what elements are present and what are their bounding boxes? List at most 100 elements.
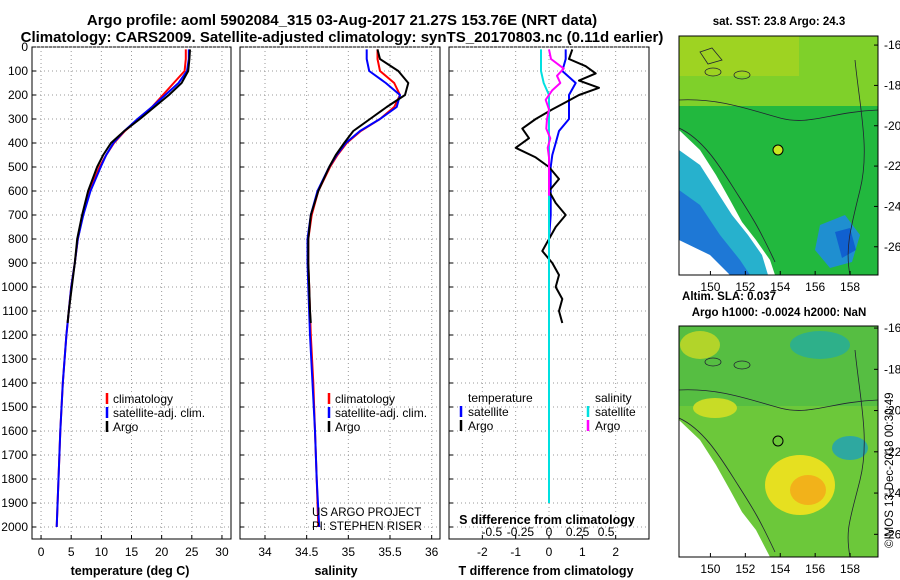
sst-land-south: [679, 240, 730, 275]
sla-reef-contour: [679, 389, 878, 411]
depth-tick-label: 1200: [1, 328, 28, 342]
depth-tick-label: 600: [8, 184, 28, 198]
temperature-panel-frame: [31, 46, 232, 540]
depth-tick-label: 400: [8, 136, 28, 150]
lat-tick-label: -26: [884, 527, 900, 541]
sst-reef-3: [699, 47, 723, 65]
lon-tick-label: 158: [840, 280, 860, 294]
x-tick-label: 5: [68, 545, 75, 559]
series-satellite-adj-clim-: [306, 49, 401, 528]
sst-map-axes: -16 -18 -20 -22 -24 -26 150 152 154 156 158: [700, 38, 900, 294]
depth-tick-label: 1800: [1, 472, 28, 486]
lat-tick-label: -22: [884, 159, 900, 173]
lon-tick-label: 154: [770, 280, 790, 294]
legend-t-argo: Argo: [468, 419, 494, 433]
series-climatology: [307, 49, 401, 528]
sst-map-frame: [678, 35, 879, 276]
sla-map-axes: -16 -18 -20 -22 -24 -26 150 152 154 156 158: [700, 321, 900, 576]
sst-reef-contour: [679, 99, 878, 121]
t-difference-axis-label: T difference from climatology: [458, 564, 633, 578]
legend-s-satellite: satellite: [595, 405, 636, 419]
depth-tick-label: 0: [21, 40, 28, 54]
lon-tick-label: 154: [770, 562, 790, 576]
sla-coast-contour: [679, 417, 776, 553]
depth-tick-label: 500: [8, 160, 28, 174]
lon-tick-label: 152: [735, 562, 755, 576]
sst-map: [679, 36, 878, 275]
sla-low-2: [832, 436, 868, 460]
lon-tick-label: 158: [840, 562, 860, 576]
sst-reef-2: [733, 70, 751, 80]
depth-tick-label: 300: [8, 112, 28, 126]
sst-coast-contour: [679, 127, 776, 263]
depth-tick-label: 700: [8, 208, 28, 222]
sst-cold-eddy: [835, 228, 856, 258]
s-tick-label: 0.5: [598, 525, 615, 539]
credit-pi: PI: STEPHEN RISER: [312, 521, 422, 533]
x-tick-label: 1: [579, 545, 586, 559]
s-tick-label: -0.25: [507, 525, 535, 539]
temperature-axis-label: temperature (deg C): [71, 564, 190, 578]
sla-map-frame: [678, 325, 879, 558]
legend-salinity-header: salinity: [595, 391, 632, 405]
legend-argo: Argo: [113, 420, 139, 434]
x-tick-label: 34: [258, 545, 272, 559]
lat-tick-label: -26: [884, 240, 900, 254]
s-tick-label: -0.5: [482, 525, 503, 539]
sla-high-2: [693, 398, 737, 418]
lon-tick-label: 156: [805, 562, 825, 576]
depth-axis: 0 100 200 300 400 500 600 700 800 900 1000 1100 1200…: [1, 40, 28, 534]
sst-argo-marker: [772, 144, 784, 156]
legend-s-argo: Argo: [595, 419, 621, 433]
sst-map-title: sat. SST: 23.8 Argo: 24.3: [713, 16, 846, 28]
lat-tick-label: -16: [884, 38, 900, 52]
x-tick-label: 0: [38, 545, 45, 559]
sla-reef-2: [733, 360, 751, 370]
x-tick-label: 30: [215, 545, 229, 559]
sst-shelf-contour: [847, 59, 865, 275]
sst-reef-1: [704, 67, 722, 77]
sla-high-1: [680, 331, 720, 359]
grid-layer: [32, 46, 649, 539]
legend-t-satellite: satellite: [468, 405, 509, 419]
s-difference-axis-label: S difference from climatology: [459, 513, 635, 527]
sla-argo-marker: [772, 435, 784, 447]
x-tick-label: 25: [185, 545, 199, 559]
lon-tick-label: 156: [805, 280, 825, 294]
depth-tick-label: 1300: [1, 352, 28, 366]
temperature-lines: [55, 49, 191, 528]
lat-tick-label: -18: [884, 78, 900, 92]
depth-tick-label: 1400: [1, 376, 28, 390]
x-tick-label: 35.5: [378, 545, 402, 559]
legend-satellite: satellite-adj. clim.: [113, 406, 205, 420]
difference-lines: [514, 49, 600, 503]
sla-land: [679, 420, 770, 557]
x-tick-label: 15: [125, 545, 139, 559]
salinity-axis-label: salinity: [314, 564, 357, 578]
x-axes: 0 5 10 15 20 25 30 34 34.5 35 35.5 36 -2 -1 0 1 2 -0.5 -0.…: [38, 525, 620, 559]
depth-tick-label: 2000: [1, 520, 28, 534]
sla-map-title-1: Altim. SLA: 0.037: [682, 291, 776, 303]
legend-satellite: satellite-adj. clim.: [335, 406, 427, 420]
legend-climatology: climatology: [335, 392, 395, 406]
x-tick-label: 34.5: [295, 545, 319, 559]
series-satellite-adj-clim-: [55, 49, 190, 528]
series-salinity-argo: [544, 49, 565, 196]
imos-credit: ©IMOS 13-Dec-2018 00:30:49: [884, 392, 896, 548]
lon-tick-label: 152: [735, 280, 755, 294]
sla-map: [679, 326, 878, 557]
legend-temperature-header: temperature: [468, 391, 533, 405]
lon-tick-label: 150: [700, 280, 720, 294]
x-tick-label: 35: [342, 545, 356, 559]
salinity-lines: [306, 49, 410, 528]
series-argo: [307, 49, 410, 324]
salinity-legend: climatology satellite-adj. clim. Argo US…: [312, 392, 427, 533]
difference-legend: temperature satellite Argo salinity sate…: [459, 391, 636, 433]
sst-cool-coast: [679, 150, 768, 275]
series-temperature-satellite: [548, 49, 577, 240]
depth-tick-label: 1600: [1, 424, 28, 438]
salinity-panel-frame: [239, 46, 441, 540]
lat-tick-label: -20: [884, 119, 900, 133]
series-argo: [66, 49, 191, 324]
